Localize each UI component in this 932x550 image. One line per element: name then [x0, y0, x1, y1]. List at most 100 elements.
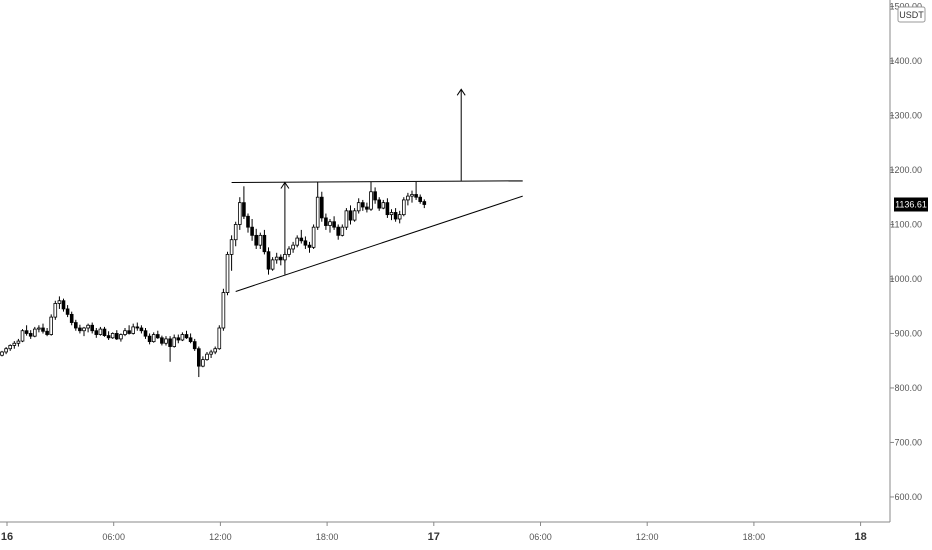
candle-body-up: [86, 324, 90, 329]
candle: [74, 319, 78, 331]
candle: [324, 213, 328, 230]
candle: [262, 229, 267, 255]
y-axis-ticks: 600.00 700.00 800.00 900.00 1000.00 1100.00 12…: [889, 1, 922, 502]
candle-body-up: [110, 333, 115, 339]
candle: [307, 241, 312, 253]
candle: [127, 325, 131, 335]
candle-body-up: [397, 214, 402, 220]
candle-body-up: [98, 328, 103, 335]
candle: [377, 197, 381, 211]
candle-body-up: [352, 210, 357, 221]
candle: [217, 325, 222, 350]
resistance-line[interactable]: [231, 180, 523, 183]
candle: [233, 221, 238, 247]
candle-body-up: [209, 351, 213, 355]
candle-body-up: [328, 221, 332, 226]
drawing-annotations[interactable]: [231, 88, 523, 292]
candle: [414, 181, 418, 200]
candle-body-up: [410, 194, 414, 197]
candle-body-up: [16, 340, 21, 344]
candle-body-down: [246, 215, 250, 228]
x-tick-label: 18: [854, 531, 866, 543]
candle: [401, 197, 406, 217]
candle-body-down: [393, 212, 398, 220]
candle: [16, 338, 21, 347]
candle: [332, 216, 336, 230]
candle: [246, 213, 250, 233]
candle: [365, 202, 369, 213]
rising-support-line[interactable]: [235, 195, 523, 292]
y-tick-label: 900.00: [894, 328, 922, 338]
candle: [340, 224, 345, 237]
x-tick-label: 18:00: [316, 532, 339, 542]
candle: [360, 199, 365, 211]
candle-body-down: [143, 330, 148, 337]
candle: [418, 194, 422, 204]
candle: [45, 328, 49, 337]
candle: [86, 323, 90, 333]
candle-body-down: [147, 335, 152, 343]
rising-support-line[interactable]: [235, 195, 523, 292]
resistance-line[interactable]: [231, 180, 523, 183]
candle: [336, 224, 340, 240]
candle-body-down: [365, 206, 369, 210]
y-tick-label: 1500.00: [889, 1, 922, 11]
candle: [287, 246, 291, 258]
candle: [49, 314, 53, 336]
candle: [266, 247, 271, 275]
candle-body-up: [57, 300, 62, 304]
candle-body-down: [184, 334, 189, 339]
candle: [344, 208, 349, 230]
candle: [102, 326, 107, 337]
candle: [381, 199, 386, 210]
candle: [410, 190, 414, 203]
candle-body-down: [168, 338, 172, 347]
candle-body-up: [356, 202, 361, 212]
candle-body-down: [196, 348, 201, 367]
candle-body-up: [37, 327, 41, 330]
candle: [90, 322, 95, 334]
candle-body-down: [299, 237, 304, 242]
candle-body-up: [295, 237, 299, 246]
candle: [295, 235, 299, 248]
candle: [196, 346, 201, 378]
candle: [33, 326, 37, 338]
last-price-label: 1136.61: [895, 199, 927, 209]
candle-body-down: [373, 191, 377, 201]
candle-body-down: [45, 330, 49, 335]
candle-body-up: [270, 259, 275, 270]
candle-body-down: [90, 324, 95, 332]
candle: [151, 332, 156, 343]
candle-body-down: [24, 330, 29, 334]
candle: [352, 208, 357, 222]
candle-body-down: [74, 322, 78, 329]
candle: [24, 325, 29, 336]
candle: [135, 322, 140, 331]
candle: [229, 235, 234, 271]
candle: [303, 236, 308, 249]
candle-body-up: [151, 334, 156, 343]
candle-body-down: [348, 210, 353, 221]
candle: [82, 326, 86, 337]
quote-unit-badge[interactable]: [897, 6, 926, 23]
candle: [315, 181, 320, 230]
candle: [123, 328, 127, 337]
candle: [143, 328, 148, 339]
candle: [106, 331, 111, 340]
candle: [389, 209, 394, 221]
candle: [147, 333, 152, 345]
candle: [311, 224, 316, 249]
candle: [98, 326, 103, 336]
candle: [254, 228, 259, 249]
candle-body-up: [283, 254, 287, 261]
quote-unit-label: USDT: [899, 10, 924, 20]
candle-body-down: [106, 335, 111, 339]
breakout-target-arrow[interactable]: [456, 88, 466, 181]
candle: [155, 330, 160, 339]
candle: [37, 325, 41, 333]
candle-body-up: [131, 326, 136, 334]
candle-body-down: [192, 341, 197, 350]
candle-body-down: [115, 333, 119, 340]
y-tick-label: 700.00: [894, 437, 922, 447]
